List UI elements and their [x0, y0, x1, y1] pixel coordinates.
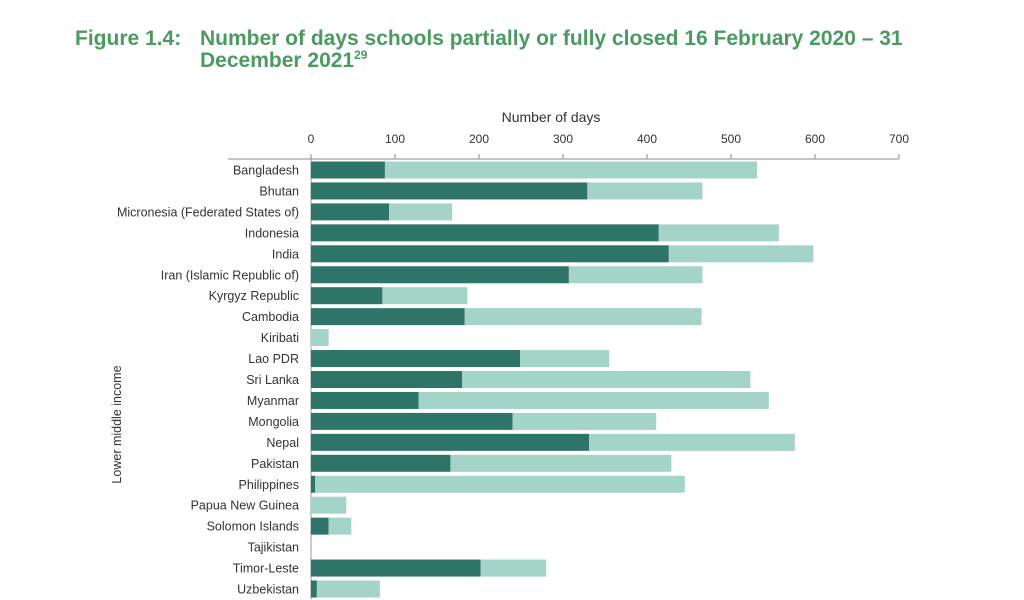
- bar-fully-closed: [311, 266, 569, 284]
- bar-fully-closed: [311, 475, 316, 493]
- bar-fully-closed: [311, 454, 451, 472]
- bar-partially-closed: [328, 517, 352, 535]
- bar-fully-closed: [311, 224, 659, 242]
- bar-fully-closed: [311, 371, 463, 388]
- bar-fully-closed: [311, 287, 383, 305]
- bar-fully-closed: [311, 182, 588, 200]
- category-label: Timor-Leste: [233, 562, 299, 576]
- bar-fully-closed: [311, 391, 419, 409]
- bar-partially-closed: [315, 475, 685, 493]
- category-label: Mongolia: [248, 415, 299, 429]
- bar-partially-closed: [658, 224, 779, 242]
- category-label: Cambodia: [242, 310, 299, 324]
- category-label: India: [272, 247, 299, 261]
- bar-fully-closed: [311, 203, 390, 221]
- bar-fully-closed: [311, 161, 385, 179]
- group-label: Lower middle income: [110, 365, 124, 483]
- bar-partially-closed: [311, 496, 347, 514]
- category-label: Bhutan: [259, 184, 299, 198]
- category-label: Lao PDR: [248, 352, 299, 366]
- category-label: Kyrgyz Republic: [209, 289, 299, 303]
- bar-fully-closed: [311, 433, 590, 451]
- category-label: Pakistan: [251, 457, 299, 471]
- category-label: Philippines: [239, 478, 299, 492]
- bar-partially-closed: [389, 203, 453, 221]
- category-label: Tajikistan: [248, 541, 299, 555]
- bar-partially-closed: [418, 391, 769, 409]
- bar-partially-closed: [512, 412, 657, 430]
- bar-fully-closed: [311, 350, 521, 368]
- category-label: Nepal: [266, 436, 299, 450]
- category-labels: Bangladesh Bhutan Micronesia (Federated St…: [117, 164, 299, 597]
- bar-fully-closed: [311, 308, 465, 326]
- category-label: Uzbekistan: [237, 583, 299, 597]
- x-tick-label: 100: [385, 132, 405, 146]
- bar-partially-closed: [464, 308, 702, 326]
- bar-partially-closed: [589, 433, 795, 451]
- x-tick-label: 400: [637, 132, 657, 146]
- bar-partially-closed: [462, 371, 751, 388]
- bar-partially-closed: [382, 287, 468, 305]
- bar-fully-closed: [311, 245, 669, 263]
- figure-label: Figure 1.4:: [75, 27, 182, 50]
- figure-title-text: Number of days schools partially or full…: [200, 27, 903, 72]
- category-label: Bangladesh: [233, 164, 299, 178]
- figure-footnote: 29: [354, 48, 368, 62]
- bar-partially-closed: [568, 266, 703, 284]
- x-tick-label: 0: [308, 132, 315, 146]
- category-label: Sri Lanka: [246, 373, 299, 387]
- x-axis: 0 100 200 300 400 500 600 700: [228, 132, 909, 600]
- x-tick-label: 600: [805, 132, 825, 146]
- bar-partially-closed: [311, 329, 329, 347]
- bar-partially-closed: [668, 245, 814, 263]
- bar-partially-closed: [450, 454, 672, 472]
- bar-partially-closed: [520, 350, 610, 368]
- category-label: Iran (Islamic Republic of): [161, 268, 299, 282]
- bar-fully-closed: [311, 412, 513, 430]
- bar-partially-closed: [587, 182, 703, 200]
- x-tick-label: 700: [889, 132, 909, 146]
- bar-fully-closed: [311, 517, 329, 535]
- category-label: Kiribati: [261, 331, 299, 345]
- x-axis-title: Number of days: [502, 109, 601, 125]
- bar-partially-closed: [316, 580, 380, 598]
- bar-partially-closed: [384, 161, 758, 179]
- bars: [311, 161, 814, 598]
- x-tick-label: 500: [721, 132, 741, 146]
- figure-title: Number of days schools partially or full…: [200, 28, 960, 72]
- category-label: Myanmar: [247, 394, 299, 408]
- x-tick-label: 300: [553, 132, 573, 146]
- category-label: Papua New Guinea: [191, 499, 299, 513]
- bar-fully-closed: [311, 580, 317, 598]
- bar-fully-closed: [311, 559, 481, 577]
- category-label: Indonesia: [245, 226, 299, 240]
- bar-partially-closed: [480, 559, 547, 577]
- x-tick-label: 200: [469, 132, 489, 146]
- category-label: Solomon Islands: [207, 520, 299, 534]
- category-label: Micronesia (Federated States of): [117, 205, 299, 219]
